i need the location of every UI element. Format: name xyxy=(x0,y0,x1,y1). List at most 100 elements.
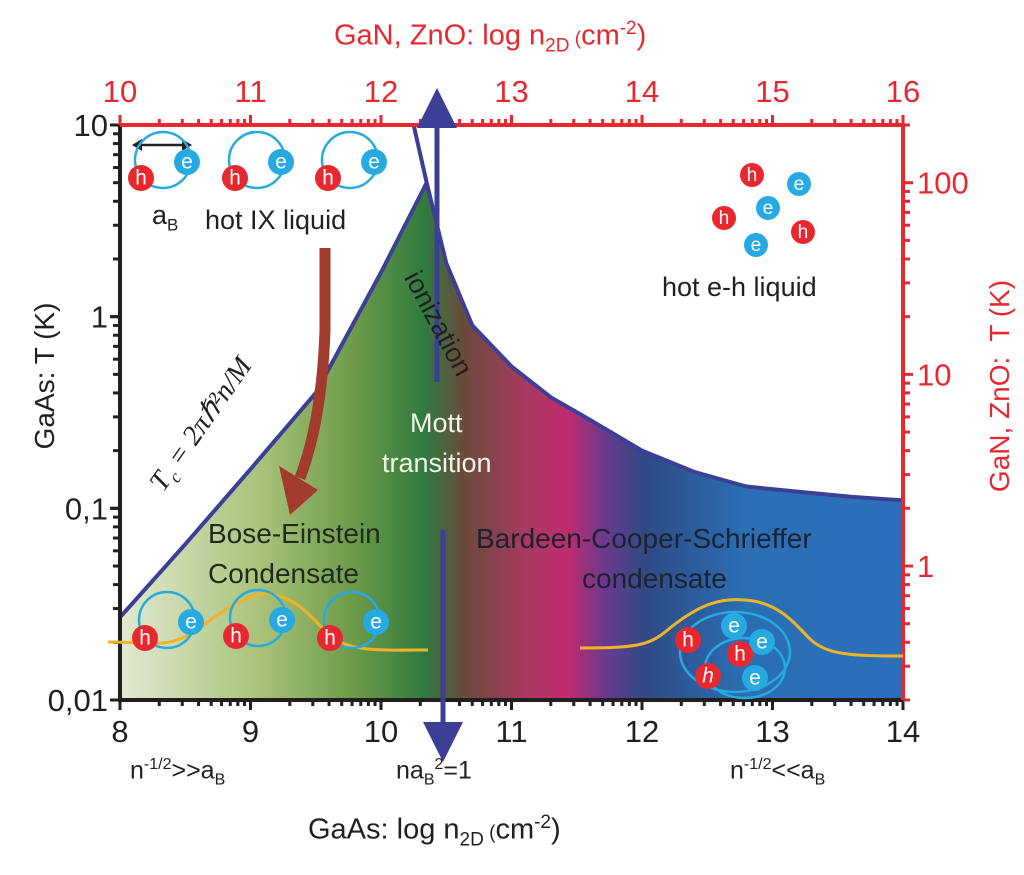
left-tick-label: 1 xyxy=(91,300,108,335)
electron-label: e xyxy=(756,631,768,654)
hole-label: h xyxy=(719,208,730,229)
hole-circle xyxy=(223,623,249,649)
electron-particle-icon: e xyxy=(787,172,811,196)
cooling-arrow-head xyxy=(279,466,318,515)
hole-label: h xyxy=(322,167,334,190)
electron-particle-icon: e xyxy=(756,196,780,220)
electron-circle xyxy=(749,629,775,655)
electron-label: e xyxy=(185,611,197,634)
electron-particle-icon: e xyxy=(361,149,387,175)
bottom-tick-label: 9 xyxy=(242,714,259,749)
bottom-tick-label: 14 xyxy=(886,714,920,749)
hole-particle-icon: h xyxy=(712,206,736,230)
hole-label: h xyxy=(747,165,758,186)
electron-circle xyxy=(268,149,294,175)
left-axis-title: GaAs: T (K) xyxy=(29,302,60,450)
bottom-tick-label: 8 xyxy=(111,714,128,749)
regime-right-sup: -1/2 xyxy=(743,756,772,773)
hole-label: h xyxy=(734,643,746,666)
top-tick-label: 14 xyxy=(625,74,659,109)
regime-mid-sub: B xyxy=(423,771,435,789)
electron-label: e xyxy=(181,151,193,174)
electron-particle-icon: e xyxy=(268,149,294,175)
hole-circle xyxy=(128,165,154,191)
top-tick-label: 15 xyxy=(755,74,789,109)
left-tick-label: 0,1 xyxy=(65,491,108,526)
electron-particle-icon: e xyxy=(721,613,747,639)
x2label-main: GaN, ZnO: log n xyxy=(334,19,546,52)
hole-label: h xyxy=(230,625,242,648)
top-tick-label: 10 xyxy=(103,74,137,109)
mott-label-line2: transition xyxy=(382,448,492,478)
hole-label: h xyxy=(139,627,151,650)
right-tick-label: 100 xyxy=(917,166,969,201)
electron-label: e xyxy=(749,667,761,690)
top-axis-title: GaN, ZnO: log n2D (cm-2) xyxy=(334,18,646,57)
hot-eh-liquid-label: hot e-h liquid xyxy=(662,272,817,302)
electron-circle xyxy=(744,233,768,257)
regime-left-n: n xyxy=(130,756,144,785)
phase-region xyxy=(120,182,903,700)
electron-particle-icon: e xyxy=(742,665,768,691)
hole-circle xyxy=(791,220,815,244)
hole-particle-icon: h xyxy=(132,625,158,651)
bohr-a: a xyxy=(152,200,168,230)
hole-circle xyxy=(315,165,341,191)
hole-particle-icon: h xyxy=(791,220,815,244)
hole-label: h xyxy=(135,167,147,190)
electron-circle xyxy=(174,149,200,175)
bohr-sub: B xyxy=(167,215,179,235)
right-tick-label: 10 xyxy=(917,357,951,392)
regime-left-label: n-1/2>>aB xyxy=(130,756,225,789)
regime-right-n: n xyxy=(730,756,744,785)
hole-particle-icon: h xyxy=(223,623,249,649)
electron-label: e xyxy=(794,174,805,195)
x2label-sup: -2 xyxy=(619,18,637,39)
hole-label: h xyxy=(702,665,714,688)
regime-mid-rel: =1 xyxy=(443,756,472,785)
electron-particle-icon: e xyxy=(178,609,204,635)
xlabel-unit: cm xyxy=(495,813,535,846)
bcs-label-line1: Bardeen-Cooper-Schrieffer xyxy=(476,523,812,554)
electron-circle xyxy=(742,665,768,691)
bottom-tick-label: 12 xyxy=(625,714,659,749)
electron-circle xyxy=(178,609,204,635)
bottom-axis-title: GaAs: log n2D (cm-2) xyxy=(308,812,561,851)
right-axis-title: GaN, ZnO: T (K) xyxy=(984,279,1015,493)
xlabel-paren: ( xyxy=(483,822,496,844)
hole-label: h xyxy=(229,167,241,190)
electron-circle xyxy=(787,172,811,196)
bohr-arrow-left-head xyxy=(132,139,142,151)
x2label-sub: 2D xyxy=(545,35,570,57)
bohr-radius-label: aB xyxy=(152,200,178,235)
bec-label-line2: Condensate xyxy=(208,558,360,589)
top-tick-label: 11 xyxy=(234,74,266,109)
right-tick-label: 1 xyxy=(917,549,934,584)
ionization-boundary-line xyxy=(411,124,429,184)
electron-particle-icon: e xyxy=(363,609,389,635)
hole-circle xyxy=(740,163,764,187)
electron-label: e xyxy=(763,198,774,219)
top-tick-label: 16 xyxy=(886,74,920,109)
hole-circle xyxy=(222,165,248,191)
x2label-close: ) xyxy=(636,19,647,52)
regime-left-sup: -1/2 xyxy=(143,756,172,773)
bcs-label-line2: condensate xyxy=(582,563,727,594)
electron-circle xyxy=(361,149,387,175)
hole-particle-icon: h xyxy=(128,165,154,191)
hole-label: h xyxy=(682,629,694,652)
regime-mid-n: na xyxy=(396,756,424,785)
bcs-wavefunction xyxy=(579,598,904,658)
electron-particle-icon: e xyxy=(174,149,200,175)
phase-boundary-line xyxy=(118,180,904,619)
regime-left-sub: B xyxy=(214,771,226,789)
xlabel-sub: 2D xyxy=(459,829,484,851)
bottom-tick-label: 11 xyxy=(495,714,527,749)
hole-particle-icon: h xyxy=(727,641,753,667)
electron-particle-icon: e xyxy=(744,233,768,257)
hole-circle xyxy=(675,627,701,653)
hot-ix-liquid-label: hot IX liquid xyxy=(205,205,347,235)
mott-label-line1: Mott xyxy=(410,408,463,438)
cooling-arrow-shaft xyxy=(294,248,331,480)
